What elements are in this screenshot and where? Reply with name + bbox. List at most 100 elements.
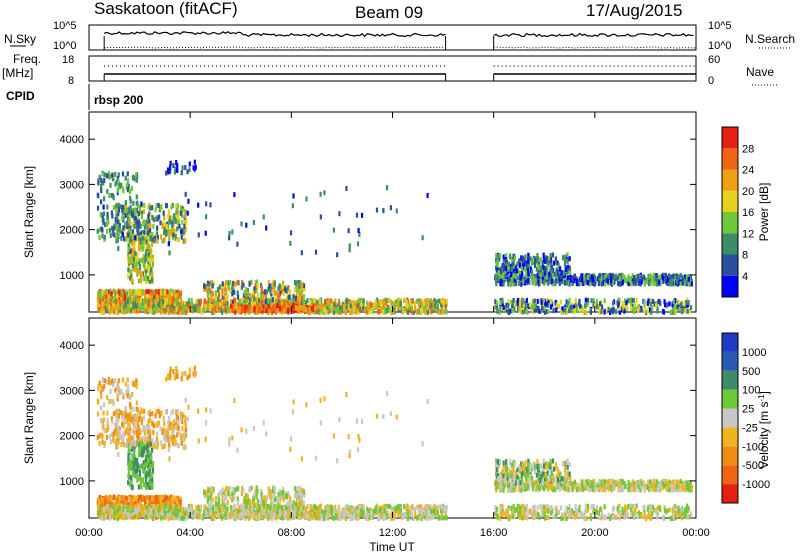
power-cell [145,265,147,270]
power-cell [137,257,139,262]
power-cell [140,237,142,242]
power-colorbar-label: Power [dB] [757,183,771,242]
power-cell [147,214,149,219]
power-cell [630,306,632,311]
power-cell [527,278,529,283]
power-cell [503,305,505,310]
power-cell [510,272,512,277]
power-cell [685,300,687,305]
power-cell [151,277,153,282]
power-cell [536,253,538,258]
power-cell [135,208,137,213]
power-cell [673,299,675,304]
power-cell [110,291,112,296]
power-cell [146,220,148,225]
power-cell [179,306,181,311]
power-cell [528,263,530,268]
power-cell [618,282,620,287]
power-cell [206,286,208,291]
power-cell [106,229,108,234]
power-cell [133,243,135,248]
power-cell [600,309,602,314]
power-cell [181,165,183,170]
power-cell [112,289,114,294]
power-cell [108,304,110,309]
power-cell [103,196,105,201]
power-cell [106,173,108,178]
power-cell [172,289,174,294]
power-cell [681,309,683,314]
power-cell [242,305,244,310]
power-cell [117,219,119,224]
power-cell [650,310,652,315]
power-cell [585,298,587,303]
power-cell [226,280,228,285]
ytick-label: 4000 [60,134,84,146]
power-cell [443,300,445,305]
power-cell [175,299,177,304]
power-cell [240,221,242,226]
power-cell [284,308,286,313]
power-cell [397,305,399,310]
power-cell [625,305,627,310]
power-cell [290,230,292,235]
power-cell [565,267,567,272]
power-cell [164,309,166,314]
power-cell [100,199,102,204]
power-cell [103,205,105,210]
power-cell [130,270,132,275]
power-cell [327,300,329,305]
power-cell [101,226,103,231]
power-cell [531,270,533,275]
power-cell [296,306,298,311]
power-cell [320,214,322,219]
velocity-cell [147,495,149,500]
power-cell [283,291,285,296]
power-cell [113,205,115,210]
power-cell [273,306,275,311]
power-cell [130,205,132,210]
power-cell [523,303,525,308]
power-cell [598,309,600,314]
power-cell [101,234,103,239]
power-cell [499,274,501,279]
power-cell [684,308,686,313]
power-cell [118,207,120,212]
power-cell [141,244,143,249]
power-cell [511,266,513,271]
power-cell [189,161,191,166]
power-cell [641,308,643,313]
power-cell [184,305,186,310]
power-cell [107,219,109,224]
power-cell [195,304,197,309]
power-cell [537,299,539,304]
power-cell [579,308,581,313]
power-cell [143,263,145,268]
power-cell [301,306,303,311]
power-cell [537,279,539,284]
power-cell [678,275,680,280]
power-cell [654,281,656,286]
power-cell [251,301,253,306]
power-cell [117,179,119,184]
power-cell [569,256,571,261]
power-cell [414,306,416,311]
power-cell [686,274,688,279]
power-cell [103,178,105,183]
power-cell [244,305,246,310]
nsky-trace [104,32,696,50]
power-cell [416,310,418,315]
cpid-label: CPID [6,89,35,103]
nave-tick-low: 0 [708,75,714,87]
power-cell [150,308,152,313]
power-cell [406,304,408,309]
power-cell [688,300,690,305]
power-cell [687,309,689,314]
power-cell [346,304,348,309]
power-cell [181,170,183,175]
power-cell [140,277,142,282]
power-cell [115,209,117,214]
power-cell [662,309,664,314]
